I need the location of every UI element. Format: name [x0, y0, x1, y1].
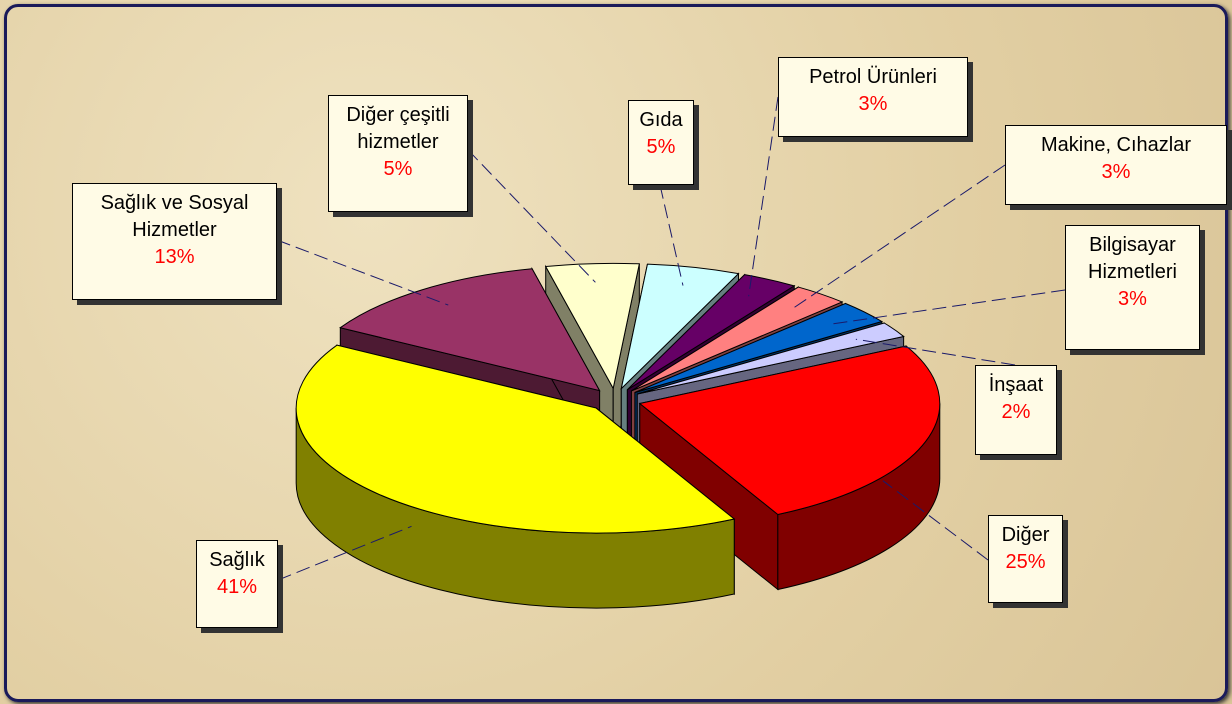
slice-top	[544, 262, 640, 390]
leader-line	[830, 289, 1066, 325]
value-label: 2%	[1001, 401, 1031, 423]
data-label: Diğer çeşitli hizmetler 5%	[328, 95, 468, 212]
category-label: İnşaat	[988, 374, 1044, 396]
data-label: Diğer 25%	[988, 515, 1063, 603]
category-label: Bilgisayar Hizmetleri	[1088, 234, 1177, 283]
slice-top	[638, 345, 941, 516]
leader-line	[882, 480, 989, 561]
category-label: Diğer çeşitli hizmetler	[346, 104, 450, 153]
leader-line	[276, 239, 449, 306]
data-label: Sağlık 41%	[196, 540, 278, 628]
value-label: 3%	[858, 93, 888, 115]
slice-top	[631, 286, 844, 392]
value-label: 41%	[216, 576, 258, 598]
category-label: Diğer	[1001, 524, 1050, 546]
leader-line	[659, 184, 684, 286]
data-label: İnşaat 2%	[975, 365, 1057, 455]
leader-line	[855, 338, 1016, 366]
slice-top	[339, 268, 601, 392]
category-label: Petrol Ürünleri	[809, 66, 937, 88]
data-label: Makine, Cıhazlar 3%	[1005, 125, 1227, 205]
data-label: Petrol Ürünleri 3%	[778, 57, 968, 137]
slice-top	[620, 263, 740, 391]
leader-line	[748, 96, 779, 297]
value-label: 3%	[1101, 161, 1131, 183]
category-label: Gıda	[639, 109, 683, 131]
pie-slice	[295, 344, 736, 609]
leader-line	[467, 149, 596, 283]
category-label: Sağlık	[209, 549, 265, 571]
value-label: 25%	[1005, 551, 1046, 573]
pie-slice	[638, 345, 941, 591]
slice-top	[634, 302, 884, 393]
value-label: 5%	[383, 158, 413, 180]
data-label: Bilgisayar Hizmetleri 3%	[1065, 225, 1200, 350]
leader-line	[277, 525, 412, 581]
value-label: 3%	[1118, 288, 1147, 310]
leader-line	[792, 164, 1006, 310]
data-label: Gıda 5%	[628, 100, 694, 185]
frame-border	[4, 4, 1228, 702]
value-label: 13%	[154, 246, 195, 268]
category-label: Sağlık ve Sosyal Hizmetler	[100, 192, 249, 241]
value-label: 5%	[646, 136, 676, 158]
slice-top	[295, 344, 736, 534]
slice-top	[627, 274, 796, 391]
category-label: Makine, Cıhazlar	[1040, 134, 1192, 156]
data-label: Sağlık ve Sosyal Hizmetler 13%	[72, 183, 277, 300]
slice-top	[637, 322, 905, 395]
